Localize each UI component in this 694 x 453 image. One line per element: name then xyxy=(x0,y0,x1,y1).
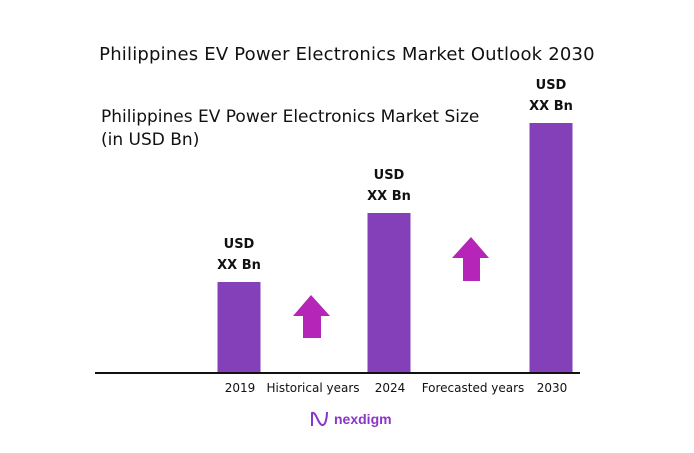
data-label-2024: USD XX Bn xyxy=(349,165,429,207)
bar-2024 xyxy=(367,213,411,373)
x-tick-2030: 2030 xyxy=(536,381,568,395)
bar-2019 xyxy=(217,282,261,373)
data-label-line1: USD xyxy=(223,237,255,252)
bar-2030 xyxy=(529,123,573,373)
growth-arrow-forecast xyxy=(452,237,489,281)
nexdigm-logo: nexdigm xyxy=(310,410,392,428)
data-label-line2: XX Bn xyxy=(367,189,411,204)
nexdigm-logo-icon xyxy=(311,411,328,426)
data-label-line2: XX Bn xyxy=(529,99,573,114)
x-tick-2019: 2019 xyxy=(224,381,256,395)
logo-text: nexdigm xyxy=(334,411,392,427)
data-label-line1: USD xyxy=(535,78,567,93)
subtitle-line-1: Philippines EV Power Electronics Market … xyxy=(101,107,480,127)
chart-title: Philippines EV Power Electronics Market … xyxy=(99,44,595,65)
growth-arrow-historical xyxy=(293,295,330,338)
period-label-historical: Historical years xyxy=(266,381,360,395)
x-tick-2024: 2024 xyxy=(374,381,406,395)
subtitle-line-2: (in USD Bn) xyxy=(101,130,200,150)
data-label-2030: USD XX Bn xyxy=(511,75,591,117)
data-label-2019: USD XX Bn xyxy=(199,234,279,276)
chart-subtitle: Philippines EV Power Electronics Market … xyxy=(101,106,479,152)
data-label-line1: USD xyxy=(373,168,405,183)
data-label-line2: XX Bn xyxy=(217,258,261,273)
period-label-forecast: Forecasted years xyxy=(421,381,525,395)
